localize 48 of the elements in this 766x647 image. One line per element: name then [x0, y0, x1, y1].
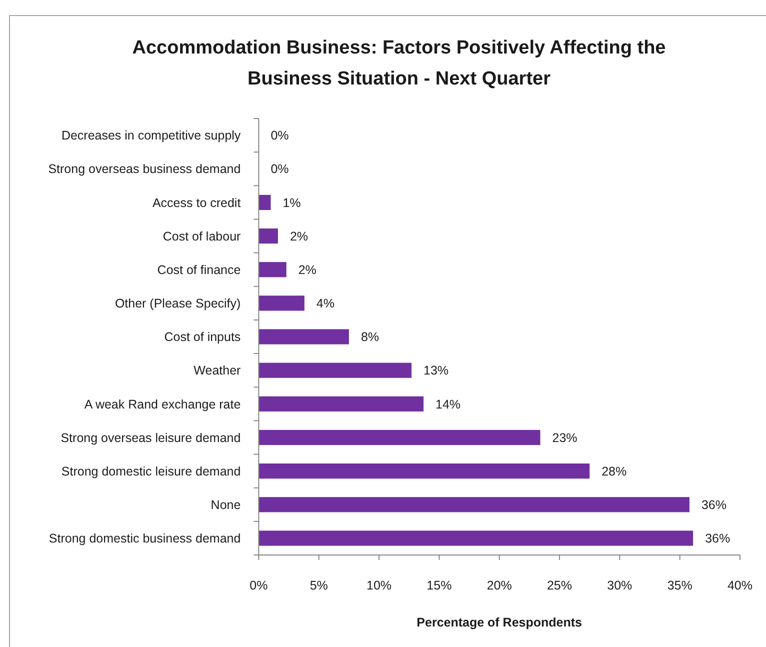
bar: [258, 228, 278, 244]
bar: [258, 530, 694, 546]
bar: [258, 430, 540, 446]
y-tick-label: Access to credit: [152, 196, 242, 210]
x-tick-label: 20%: [486, 578, 512, 592]
data-label: 0%: [270, 128, 289, 143]
x-tick-label: 0%: [250, 578, 268, 592]
data-label: 28%: [602, 464, 627, 478]
data-label: 23%: [552, 430, 578, 445]
chart-title: Accommodation Business: Factors Positively Affecting the Business Situation - Next Quarter: [132, 38, 666, 90]
x-tick-label: 35%: [667, 578, 692, 592]
y-tick-label: Strong overseas leisure demand: [60, 430, 241, 445]
data-label: 1%: [282, 196, 301, 210]
bar: [258, 296, 304, 311]
data-label: 4%: [316, 296, 334, 311]
data-label: 13%: [424, 364, 449, 378]
data-label: 36%: [701, 498, 726, 512]
y-tick-label: Cost of labour: [162, 229, 241, 244]
y-tick-label: Cost of inputs: [164, 330, 241, 344]
data-label: 2%: [290, 229, 308, 244]
bar: [258, 396, 424, 412]
bar: [258, 329, 349, 344]
bar: [258, 194, 271, 210]
bar: [258, 464, 590, 479]
x-tick-label: 40%: [727, 578, 753, 592]
y-tick-label: A weak Rand exchange rate: [84, 397, 241, 412]
data-label: 0%: [270, 162, 289, 176]
bar: [258, 362, 412, 378]
y-tick-label: Decreases in competitive supply: [61, 128, 242, 143]
bar: [258, 262, 286, 278]
data-label: 2%: [298, 262, 316, 277]
data-label: 14%: [436, 397, 461, 412]
y-tick-label: None: [210, 498, 241, 512]
y-tick-label: Strong domestic leisure demand: [61, 464, 241, 478]
y-tick-label: Strong overseas business demand: [48, 162, 241, 176]
x-tick-label: 10%: [366, 578, 392, 592]
x-tick-label: 25%: [546, 578, 572, 592]
x-axis-title: Percentage of Respondents: [416, 615, 582, 630]
y-tick-label: Weather: [194, 364, 241, 378]
data-label: 36%: [705, 532, 730, 546]
bar: [258, 497, 690, 512]
x-tick-label: 30%: [607, 578, 632, 592]
data-label: 8%: [360, 330, 380, 344]
x-tick-label: 5%: [310, 578, 328, 592]
y-tick-label: Other (Please Specify): [114, 296, 241, 311]
x-tick-label: 15%: [426, 578, 452, 592]
y-tick-label: Strong domestic business demand: [48, 532, 241, 546]
y-tick-label: Cost of finance: [157, 262, 241, 277]
